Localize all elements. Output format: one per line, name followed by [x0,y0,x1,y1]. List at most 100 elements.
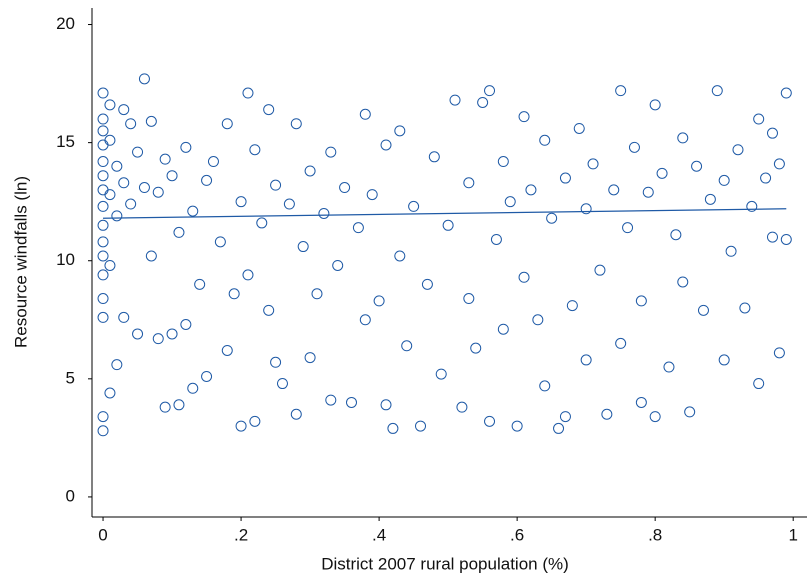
scatter-point [221,118,233,130]
scatter-point [235,196,247,208]
scatter-point [104,259,116,271]
scatter-point [242,269,254,281]
scatter-point [242,87,254,99]
scatter-point [553,422,565,434]
scatter-point [490,233,502,245]
scatter-point [746,200,758,212]
scatter-point [97,125,109,137]
scatter-point [401,340,413,352]
scatter-point [166,328,178,340]
y-tick-label: 0 [66,486,75,505]
scatter-point [180,141,192,153]
scatter-point [318,207,330,219]
scatter-point [546,212,558,224]
scatter-point [145,250,157,262]
scatter-point [159,401,171,413]
scatter-point [587,158,599,170]
scatter-point [111,210,123,222]
y-axis-label: Resource windfalls (ln) [11,176,30,348]
scatter-point [359,314,371,326]
scatter-point [780,233,792,245]
scatter-point [484,415,496,427]
scatter-point [449,94,461,106]
scatter-point [691,160,703,172]
scatter-point [345,396,357,408]
scatter-point [276,378,288,390]
scatter-point [532,314,544,326]
scatter-point [518,111,530,123]
scatter-point [270,179,282,191]
scatter-point [152,333,164,345]
scatter-point [97,236,109,248]
scatter-point [125,118,137,130]
x-axis-label: District 2007 rural population (%) [321,554,569,573]
scatter-point [235,420,247,432]
scatter-point [684,406,696,418]
scatter-point [194,278,206,290]
scatter-point [270,356,282,368]
x-tick-label: .2 [234,525,248,544]
y-tick-label: 10 [56,250,75,269]
scatter-point [780,87,792,99]
scatter-point [739,302,751,314]
scatter-point [559,411,571,423]
scatter-point [601,408,613,420]
scatter-point [366,189,378,201]
scatter-point [97,425,109,437]
scatter-point [477,96,489,108]
scatter-point [718,354,730,366]
scatter-point [97,293,109,305]
scatter-point [132,146,144,158]
scatter-point [263,304,275,316]
scatter-point [97,184,109,196]
scatter-point [97,139,109,151]
scatter-point [118,311,130,323]
scatter-point [97,170,109,182]
scatter-point [97,250,109,262]
scatter-point [187,382,199,394]
y-tick-label: 20 [56,14,75,33]
scatter-point [415,420,427,432]
scatter-point [138,73,150,85]
scatter-point [304,165,316,177]
scatter-point [518,271,530,283]
scatter-point [256,217,268,229]
scatter-point [573,122,585,134]
scatter-point [718,174,730,186]
scatter-point [635,295,647,307]
scatter-point [421,278,433,290]
scatter-point [511,420,523,432]
scatter-point [559,172,571,184]
y-tick-label: 15 [56,132,75,151]
scatter-point [145,115,157,127]
scatter-point [394,125,406,137]
scatter-point [104,134,116,146]
scatter-point [628,141,640,153]
scatter-point [649,99,661,111]
scatter-point [773,158,785,170]
scatter-point [580,354,592,366]
scatter-point [339,182,351,194]
scatter-point [622,222,634,234]
scatter-point [649,411,661,423]
scatter-point [615,85,627,97]
x-tick-label: 0 [98,525,107,544]
scatter-point [221,344,233,356]
scatter-point [704,193,716,205]
scatter-point [525,184,537,196]
scatter-point [387,422,399,434]
scatter-point [608,184,620,196]
scatter-point [732,144,744,156]
fit-line [103,208,787,219]
scatter-point [249,144,261,156]
scatter-point [97,200,109,212]
scatter-point [504,196,516,208]
scatter-point [711,85,723,97]
scatter-point [725,245,737,257]
scatter-point [539,134,551,146]
scatter-point [656,167,668,179]
scatter-point [352,222,364,234]
scatter-point [325,394,337,406]
scatter-point [187,205,199,217]
